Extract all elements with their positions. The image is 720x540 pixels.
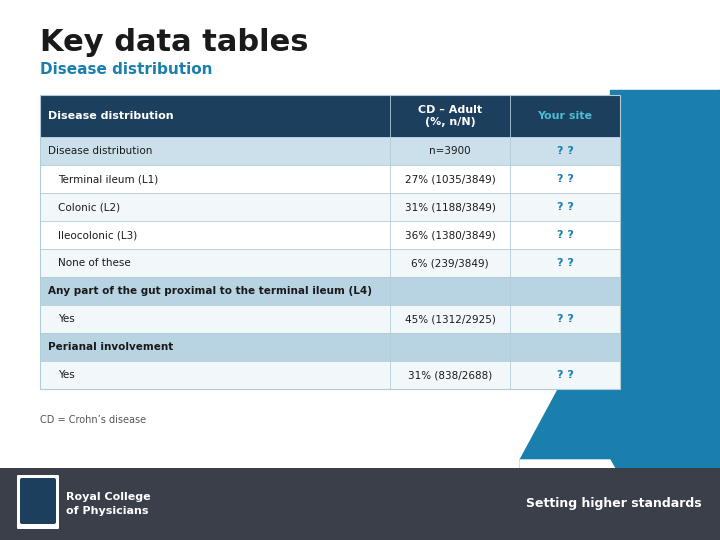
Text: Royal College
of Physicians: Royal College of Physicians — [66, 492, 150, 516]
Text: Yes: Yes — [58, 314, 75, 324]
Polygon shape — [520, 460, 720, 540]
Polygon shape — [610, 90, 720, 460]
Text: 27% (1035/3849): 27% (1035/3849) — [405, 174, 495, 184]
Text: 31% (1188/3849): 31% (1188/3849) — [405, 202, 495, 212]
Text: Any part of the gut proximal to the terminal ileum (L4): Any part of the gut proximal to the term… — [48, 286, 372, 296]
Text: 45% (1312/2925): 45% (1312/2925) — [405, 314, 495, 324]
Bar — [0, 468, 720, 540]
Bar — [40, 95, 620, 389]
Text: CD = Crohn’s disease: CD = Crohn’s disease — [40, 415, 146, 425]
Bar — [40, 333, 620, 361]
Text: Terminal ileum (L1): Terminal ileum (L1) — [58, 174, 158, 184]
Text: n=3900: n=3900 — [429, 146, 471, 156]
Text: Key data tables: Key data tables — [40, 28, 308, 57]
Text: Yes: Yes — [58, 370, 75, 380]
Text: ? ?: ? ? — [557, 146, 573, 156]
Bar — [40, 249, 620, 277]
Text: CD – Adult
(%, n/N): CD – Adult (%, n/N) — [418, 105, 482, 127]
Text: Ileocolonic (L3): Ileocolonic (L3) — [58, 230, 138, 240]
Bar — [40, 165, 620, 193]
Text: ? ?: ? ? — [557, 202, 573, 212]
Text: ? ?: ? ? — [557, 370, 573, 380]
Text: 6% (239/3849): 6% (239/3849) — [411, 258, 489, 268]
Bar — [40, 137, 620, 165]
Text: ? ?: ? ? — [557, 258, 573, 268]
FancyBboxPatch shape — [20, 478, 56, 524]
Polygon shape — [520, 90, 720, 540]
FancyBboxPatch shape — [17, 475, 59, 529]
Bar — [40, 277, 620, 305]
Text: 36% (1380/3849): 36% (1380/3849) — [405, 230, 495, 240]
Bar — [40, 221, 620, 249]
Text: None of these: None of these — [58, 258, 131, 268]
Text: ? ?: ? ? — [557, 174, 573, 184]
Bar — [40, 361, 620, 389]
Text: Colonic (L2): Colonic (L2) — [58, 202, 120, 212]
Text: ? ?: ? ? — [557, 314, 573, 324]
Text: 31% (838/2688): 31% (838/2688) — [408, 370, 492, 380]
Text: Setting higher standards: Setting higher standards — [526, 497, 702, 510]
Text: ? ?: ? ? — [557, 230, 573, 240]
Text: Disease distribution: Disease distribution — [40, 62, 212, 77]
Bar — [40, 305, 620, 333]
Bar — [40, 193, 620, 221]
Text: Disease distribution: Disease distribution — [48, 111, 174, 121]
Text: Disease distribution: Disease distribution — [48, 146, 153, 156]
Bar — [40, 95, 620, 137]
Text: Perianal involvement: Perianal involvement — [48, 342, 174, 352]
Text: Your site: Your site — [538, 111, 593, 121]
